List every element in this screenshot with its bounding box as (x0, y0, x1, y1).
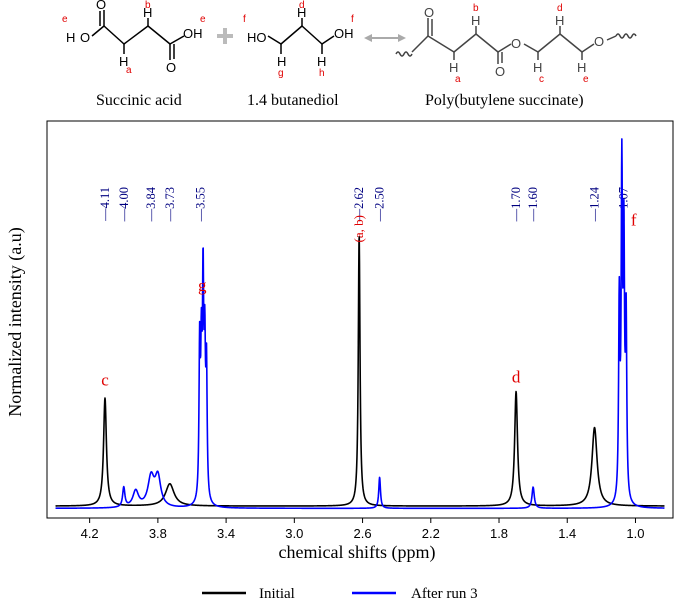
shift-label: —4.11 (98, 187, 112, 222)
legend: Initial After run 3 (202, 586, 478, 602)
peak-label: f (631, 211, 637, 230)
succinic-oh: OH (183, 26, 203, 41)
y-axis-label: Normalized intensity (a.u) (5, 227, 26, 416)
butanediol-ho: HO (247, 30, 267, 45)
x-tick-label: 1.8 (490, 526, 508, 541)
shift-label: —4.00 (117, 187, 131, 222)
peak-label: c (101, 371, 109, 390)
legend-label-after-run-3: After run 3 (411, 586, 478, 602)
compound-name-pbs: Poly(butylene succinate) (425, 92, 584, 109)
label-g-butanediol: g (278, 68, 284, 79)
shift-label: —1.60 (526, 187, 540, 222)
pbs-o-top: O (424, 5, 434, 20)
label-a-pbs: a (455, 74, 461, 85)
x-tick-label: 3.8 (149, 526, 167, 541)
plot-frame (46, 120, 674, 519)
succinic-h-b: H (143, 5, 152, 20)
butanediol-h-h: H (317, 54, 326, 69)
pbs-h-e: H (577, 60, 586, 75)
peak-label: d (512, 367, 521, 386)
butanediol-structure (267, 18, 335, 54)
pbs-h-d: H (555, 13, 564, 28)
nmr-chart: —4.11 —4.00 —3.84 —3.73 —3.55 —2.62 —2.50 —1.70… (5, 120, 674, 563)
double-arrow-icon (364, 34, 406, 42)
succinic-o-top: O (96, 0, 106, 12)
label-f-left: f (243, 14, 246, 25)
compound-name-butanediol: 1.4 butanediol (247, 92, 339, 109)
x-tick-label: 1.0 (626, 526, 644, 541)
pbs-o-ester: O (511, 36, 521, 51)
x-tick-label: 2.6 (354, 526, 372, 541)
x-tick-label: 3.4 (217, 526, 235, 541)
label-h-butanediol: h (319, 68, 325, 79)
shift-labels: —4.11 —4.00 —3.84 —3.73 —3.55 —2.62 —2.50 —1.70… (98, 186, 631, 222)
pbs-o-end: O (594, 34, 604, 49)
label-a-succinic: a (126, 65, 132, 76)
series-line-after-run-3 (54, 138, 666, 510)
label-d-pbs: d (557, 3, 563, 14)
compound-name-succinic-acid: Succinic acid (96, 92, 182, 109)
label-b-pbs: b (473, 3, 479, 14)
plus-icon (217, 28, 233, 44)
x-tick-label: 3.0 (285, 526, 303, 541)
pbs-h-a: H (449, 60, 458, 75)
label-e-pbs: e (583, 74, 589, 85)
shift-label: —3.73 (163, 187, 177, 222)
label-b-succinic: b (145, 0, 151, 11)
pbs-atoms: O H H O O H H H O (424, 5, 604, 79)
legend-label-initial: Initial (259, 586, 295, 602)
succinic-h-a: H (119, 54, 128, 69)
shift-label: —3.55 (194, 187, 208, 222)
label-c-pbs: c (539, 74, 544, 85)
series-line-initial (54, 235, 666, 507)
pbs-o-bottom: O (495, 64, 505, 79)
shift-label: —2.50 (373, 187, 387, 222)
butanediol-h-d: H (297, 5, 306, 20)
butanediol-h-g: H (277, 54, 286, 69)
reaction-scheme: O H O H H OH O e b a e HO OH H (62, 0, 637, 109)
pbs-h-c: H (533, 60, 542, 75)
peak-label: g (198, 276, 207, 295)
butanediol-labels: f d g h f (243, 0, 354, 79)
compound-names: Succinic acid 1.4 butanediol Poly(butyle… (96, 92, 584, 109)
label-e-right: e (200, 14, 206, 25)
succinic-acid-structure (91, 10, 185, 60)
pbs-structure (395, 18, 637, 64)
succinic-o-bottom: O (166, 60, 176, 75)
shift-label: —2.62 (352, 187, 366, 222)
succinic-o-left: O (80, 30, 90, 45)
x-axis-label: chemical shifts (ppm) (279, 542, 436, 563)
succinic-labels: e b a e (62, 0, 206, 76)
label-e-left: e (62, 14, 68, 25)
series-lines (54, 138, 666, 510)
shift-label: —3.84 (144, 186, 158, 222)
pbs-h-b: H (471, 13, 480, 28)
shift-label: —1.70 (509, 187, 523, 222)
butanediol-oh: OH (334, 26, 354, 41)
shift-label: —1.24 (588, 186, 602, 222)
x-axis: 4.2 3.8 3.4 3.0 2.6 2.2 1.8 1.4 1.0 (81, 518, 645, 541)
x-tick-label: 1.4 (558, 526, 576, 541)
pbs-labels: b a c d e (455, 3, 589, 85)
succinic-ho: H (66, 30, 75, 45)
x-tick-label: 4.2 (81, 526, 99, 541)
x-tick-label: 2.2 (422, 526, 440, 541)
peak-labels: c g (a, b) d f (101, 211, 637, 390)
peak-label: (a, b) (351, 215, 366, 242)
label-d-butanediol: d (299, 0, 305, 11)
label-f-right: f (351, 14, 354, 25)
